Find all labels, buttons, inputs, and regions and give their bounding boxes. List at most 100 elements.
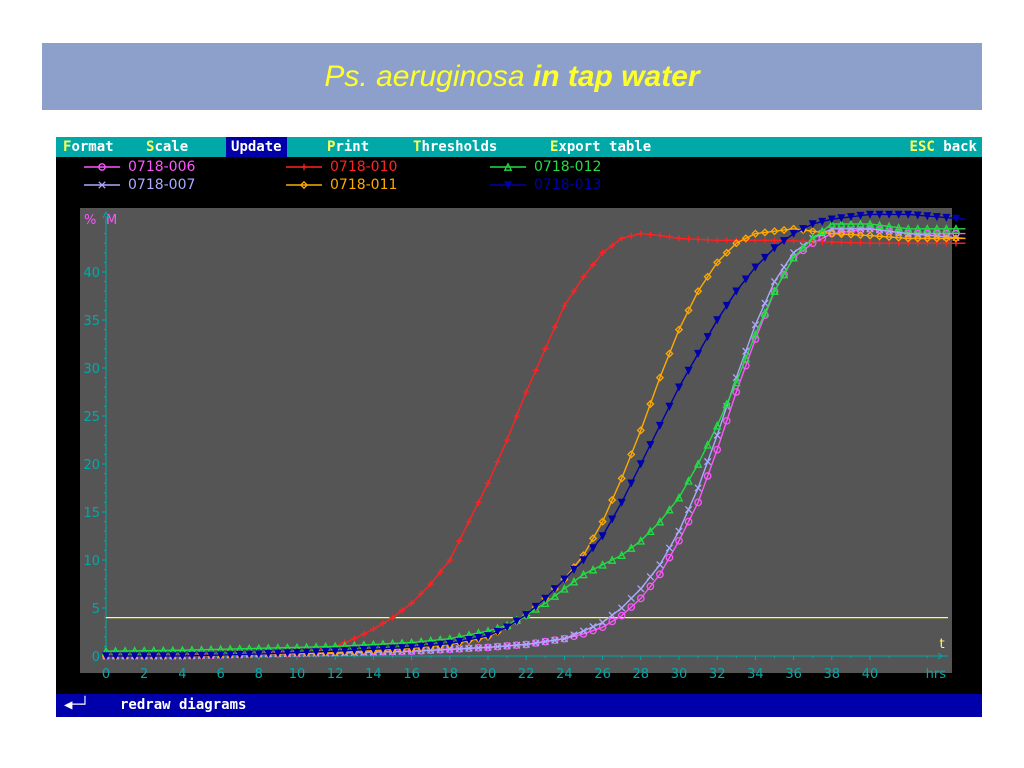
legend-marker	[98, 181, 106, 189]
data-point	[713, 316, 722, 325]
data-point	[570, 288, 578, 295]
data-point	[636, 426, 645, 435]
data-point	[770, 277, 779, 286]
data-point	[551, 636, 559, 644]
data-point	[388, 644, 397, 653]
data-point	[666, 233, 673, 241]
data-point	[637, 230, 644, 237]
data-point	[799, 225, 808, 234]
data-point	[674, 325, 684, 334]
data-point	[436, 646, 444, 654]
data-point	[446, 556, 453, 564]
data-point	[655, 421, 664, 430]
data-point	[846, 219, 856, 228]
data-point	[675, 527, 683, 535]
data-point	[168, 652, 177, 661]
data-point	[685, 235, 692, 243]
status-bar: ◀─┘ redraw diagrams	[56, 694, 982, 717]
data-point	[588, 564, 598, 574]
data-point	[894, 210, 903, 219]
data-point	[913, 234, 922, 243]
y-tick-label: 20	[83, 458, 100, 473]
data-point	[741, 275, 750, 284]
data-point	[779, 269, 789, 279]
x-tick-label: 22	[518, 667, 535, 682]
data-point	[904, 234, 913, 243]
menu-item-export-table[interactable]: Export table	[545, 137, 656, 157]
data-point	[923, 234, 932, 243]
menu-item-format[interactable]: Format	[58, 137, 119, 157]
plot-area	[80, 208, 952, 673]
data-point	[798, 243, 808, 252]
data-point	[674, 383, 684, 392]
data-point	[722, 248, 731, 257]
data-point	[569, 565, 578, 574]
data-point	[407, 643, 416, 652]
legend-marker	[503, 162, 513, 171]
data-point	[550, 585, 559, 594]
data-point	[885, 210, 894, 219]
data-point	[426, 641, 435, 650]
data-point	[827, 219, 837, 228]
data-point	[732, 377, 741, 387]
data-point	[665, 349, 674, 358]
data-point	[837, 229, 846, 239]
y-unit-label: M	[106, 213, 117, 228]
data-point	[722, 416, 731, 425]
data-point	[856, 211, 865, 220]
data-point	[951, 214, 960, 223]
data-point	[828, 238, 835, 246]
data-point	[838, 239, 845, 246]
data-point	[694, 236, 702, 243]
menu-item-scale[interactable]: Scale	[141, 137, 193, 157]
data-point	[751, 263, 760, 272]
data-point	[608, 515, 617, 524]
menu-item-label: pdate	[239, 139, 282, 155]
menu-item-update[interactable]: Update	[226, 137, 287, 157]
menu-item-print[interactable]: Print	[322, 137, 374, 157]
data-point	[101, 652, 111, 661]
x-tick-label: 30	[671, 667, 688, 682]
data-point	[884, 232, 894, 242]
data-point	[599, 249, 606, 256]
data-point	[579, 569, 588, 579]
data-point	[875, 232, 884, 241]
data-point	[752, 237, 759, 244]
data-point	[846, 213, 855, 222]
x-tick-label: 2	[140, 667, 148, 682]
data-point	[550, 591, 560, 600]
data-point	[694, 498, 702, 507]
data-point	[475, 499, 482, 506]
menu-bar: Format Scale Update Print Thresholds Exp…	[56, 137, 982, 157]
data-point	[655, 373, 665, 382]
data-point	[865, 219, 875, 228]
legend-swatch	[84, 181, 120, 189]
data-point	[808, 220, 817, 229]
data-point	[598, 618, 607, 627]
data-point	[723, 237, 730, 244]
data-point	[865, 231, 875, 240]
data-point	[197, 651, 206, 660]
data-point	[588, 534, 598, 543]
data-point	[522, 640, 530, 649]
data-point	[790, 237, 797, 245]
data-point	[503, 623, 512, 632]
menu-item-label: ormat	[71, 139, 114, 155]
data-point	[703, 472, 712, 480]
status-text: redraw diagrams	[120, 697, 247, 713]
data-point	[245, 650, 254, 659]
data-point	[684, 366, 693, 375]
data-point	[608, 617, 617, 626]
data-point	[579, 556, 588, 565]
data-point	[751, 329, 760, 339]
data-point	[608, 495, 617, 505]
data-point	[799, 225, 808, 235]
data-point	[637, 585, 645, 593]
legend-label: 0718-013	[534, 177, 602, 193]
menu-item-esc-back[interactable]: ESC back	[905, 137, 982, 157]
data-point	[398, 607, 406, 614]
data-point	[140, 652, 149, 661]
x-tick-label: 0	[102, 667, 110, 682]
menu-item-thresholds[interactable]: Thresholds	[408, 137, 502, 157]
